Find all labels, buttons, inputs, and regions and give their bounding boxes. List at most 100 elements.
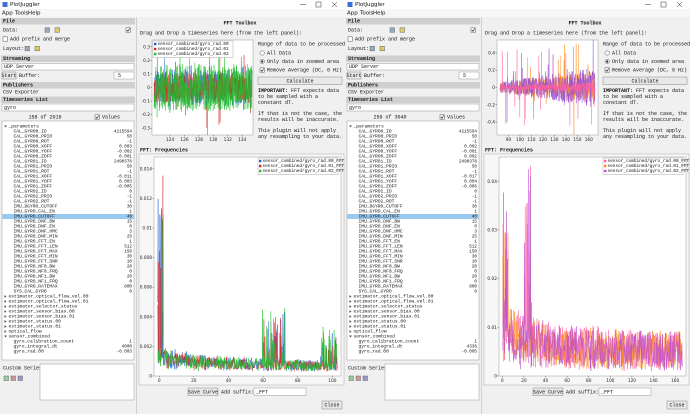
tree-item[interactable]: estimator_optical_flow_vel.01 <box>354 299 434 305</box>
tree-expander[interactable] <box>4 310 7 313</box>
tree-item[interactable]: IMU_GYRO_FFT_LEN <box>14 244 58 250</box>
tree-item[interactable]: CAL_GYRO1_XOFF <box>14 174 53 180</box>
save-button[interactable] <box>532 387 564 396</box>
tree-expander[interactable] <box>4 335 7 338</box>
tree-item[interactable]: CAL_GYRO0_ZOFF <box>14 154 53 160</box>
tree-item[interactable]: estimator_sensor_bias.01 <box>354 314 420 320</box>
tree-item[interactable]: estimator_optical_flow_vel.00 <box>354 294 434 300</box>
toolbar-icon[interactable] <box>17 375 23 381</box>
tree-expander[interactable] <box>349 305 352 308</box>
tree-expander[interactable] <box>4 295 7 298</box>
tree-item[interactable]: IMU_GYRO_FFT_MIN <box>14 254 58 260</box>
tree-expander[interactable] <box>4 315 7 318</box>
toolbar-icon[interactable] <box>3 375 9 381</box>
tree-item[interactable]: CAL_GYRO0_PRIO <box>14 134 53 140</box>
data-checkbox[interactable] <box>125 27 131 33</box>
toolbar-icon[interactable] <box>389 27 395 33</box>
tree-item[interactable]: IMU_GYRO_NF0_FRQ <box>14 269 58 275</box>
tree-item[interactable]: IMU_GYRO_FFT_MAX <box>14 249 58 255</box>
tree-expander[interactable] <box>349 335 352 338</box>
tree-expander[interactable] <box>349 295 352 298</box>
option-label[interactable]: All Data <box>267 50 291 56</box>
tree-item[interactable]: IMU_GYRO_RATEMAX <box>359 284 403 290</box>
tree-item[interactable]: sensor_combined <box>9 334 51 340</box>
tree-item[interactable]: IMU_GYRO_FFT_LEN <box>359 244 403 250</box>
tree-item[interactable]: CAL_GYRO2_ID <box>359 189 392 195</box>
tree-item[interactable]: estimator_status.01 <box>354 324 407 330</box>
tree-item[interactable]: CAL_GYRO0_ROT <box>359 139 395 145</box>
option-label[interactable]: Remove Average (DC, 0 Hz) <box>612 67 687 73</box>
option-label[interactable]: All Data <box>612 50 636 56</box>
tree-item[interactable]: estimator_optical_flow_vel.00 <box>9 294 89 300</box>
tree-expander[interactable] <box>4 125 7 128</box>
toolbar-icon[interactable] <box>399 27 405 33</box>
tree-item[interactable]: IMU_GYRO_DNF_EN <box>359 224 401 230</box>
tree-expander[interactable] <box>349 325 352 328</box>
maximize-button[interactable] <box>660 1 667 8</box>
tree-expander[interactable] <box>349 315 352 318</box>
tree-item[interactable]: CAL_GYRO1_PRIO <box>359 164 398 170</box>
tree-item[interactable]: IMU_GYRO_FFT_MAX <box>359 249 403 255</box>
tree-item[interactable]: estimator_selector_status <box>354 304 423 310</box>
tree-item[interactable]: CAL_GYRO2_ROT <box>14 199 50 205</box>
tree-item[interactable]: CAL_GYRO0_YOFF <box>359 149 398 155</box>
tree-item[interactable]: estimator_status.00 <box>354 319 407 325</box>
tree-item[interactable]: IMU_GYRO_DNF_BW <box>14 219 56 225</box>
tree-item[interactable]: gyro_rad.00 <box>14 349 45 355</box>
menu-item[interactable]: App <box>347 11 358 17</box>
tree-item[interactable]: CAL_GYRO1_ROT <box>14 169 50 175</box>
tree-item[interactable]: CAL_GYRO0_ID <box>359 129 392 135</box>
tree-item[interactable]: gyro_calibration_count <box>14 339 75 345</box>
close-button[interactable] <box>666 400 688 410</box>
save-button[interactable] <box>187 387 219 396</box>
tree-item[interactable]: IMU_GYRO_DNF_BW <box>359 219 401 225</box>
tree-item[interactable]: IMU_GYRO_DNF_HMC <box>14 229 58 235</box>
tree-item[interactable]: IMU_GYRO_DNF_MIN <box>359 234 403 240</box>
prefix-checkbox[interactable] <box>347 36 353 42</box>
calculate-button[interactable] <box>602 76 688 85</box>
tree-item[interactable]: IMU_GYRO_FFT_SNR <box>359 259 403 265</box>
tree-expander[interactable] <box>349 330 352 333</box>
tree-item[interactable]: IMU_GYRO_CUTOFF <box>14 214 56 220</box>
prefix-checkbox[interactable] <box>2 36 8 42</box>
tree-item[interactable]: estimator_optical_flow_vel.01 <box>9 299 89 305</box>
publisher-item[interactable]: CSV Exporter <box>3 90 39 96</box>
tree-item[interactable]: estimator_status.00 <box>9 319 62 325</box>
start-button[interactable] <box>1 71 17 80</box>
toolbar-icon[interactable] <box>355 375 361 381</box>
tree-item[interactable]: optical_flow <box>9 329 42 335</box>
tree-item[interactable]: IMU_GYRO_FFT_MIN <box>359 254 403 260</box>
option-checkbox[interactable] <box>259 67 265 73</box>
tree-item[interactable]: CAL_GYRO0_YOFF <box>14 149 53 155</box>
tree-item[interactable]: IMU_GYRO_FFT_EN <box>14 239 56 245</box>
publisher-item[interactable]: CSV Exporter <box>348 90 384 96</box>
tree-expander[interactable] <box>4 300 7 303</box>
tree-expander[interactable] <box>349 300 352 303</box>
tree-item[interactable]: estimator_status.01 <box>9 324 62 330</box>
tree-item[interactable]: CAL_GYRO1_XOFF <box>359 174 398 180</box>
values-checkbox[interactable] <box>94 114 100 120</box>
toolbar-icon[interactable] <box>362 375 368 381</box>
toolbar-icon[interactable] <box>348 375 354 381</box>
option-radio[interactable] <box>604 50 610 56</box>
tree-item[interactable]: CAL_GYRO2_PRIO <box>359 194 398 200</box>
tree-item[interactable]: IMU_GYRO_DNF_HMC <box>359 229 403 235</box>
tree-item[interactable]: CAL_GYRO2_ROT <box>359 199 395 205</box>
option-radio[interactable] <box>259 50 265 56</box>
search-box[interactable] <box>1 103 135 112</box>
tree-expander[interactable] <box>349 310 352 313</box>
tree-item[interactable]: gyro_rad.00 <box>359 349 390 355</box>
tree-expander[interactable] <box>4 325 7 328</box>
tree-item[interactable]: IMU_DGYRO_CUTOFF <box>14 204 58 210</box>
tree-item[interactable]: IMU_GYRO_NF0_BW <box>14 264 56 270</box>
tree-item[interactable]: CAL_GYRO1_YOFF <box>359 179 398 185</box>
tree-item[interactable]: CAL_GYRO0_XOFF <box>14 144 53 150</box>
tree-item[interactable]: CAL_GYRO1_ZOFF <box>359 184 398 190</box>
tree-item[interactable]: IMU_GYRO_NF1_BW <box>359 274 401 280</box>
tree-item[interactable]: CAL_GYRO1_ID <box>14 159 47 165</box>
buffer-spinbox[interactable] <box>113 71 135 80</box>
tree-item[interactable]: IMU_GYRO_CAL_EN <box>359 209 401 215</box>
suffix-input[interactable] <box>253 387 307 396</box>
menu-item[interactable]: Help <box>28 11 41 17</box>
tree-item[interactable]: gyro_integral_dt <box>359 344 403 350</box>
